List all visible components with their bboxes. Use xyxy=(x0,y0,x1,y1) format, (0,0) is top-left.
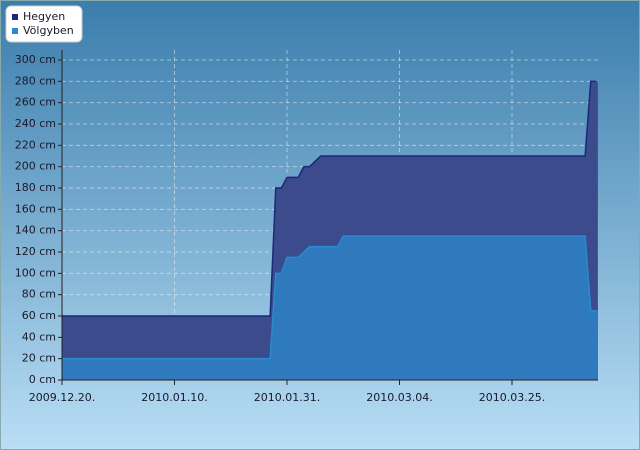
x-tick-label: 2010.01.10. xyxy=(141,391,207,404)
area xyxy=(62,236,598,380)
y-tick-label: 60 cm xyxy=(22,309,56,322)
y-tick-label: 220 cm xyxy=(15,138,56,151)
legend-box xyxy=(5,5,83,43)
y-tick-label: 200 cm xyxy=(15,160,56,173)
y-tick-label: 0 cm xyxy=(29,373,56,386)
y-tick-label: 80 cm xyxy=(22,288,56,301)
x-tick-label: 2010.03.04. xyxy=(366,391,432,404)
area-line xyxy=(62,235,597,360)
legend-label: Hegyen xyxy=(23,10,65,23)
y-tick-label: 240 cm xyxy=(15,117,56,130)
y-tick-label: 40 cm xyxy=(22,330,56,343)
x-tick-label: 2010.01.31. xyxy=(254,391,320,404)
legend-swatch xyxy=(12,14,18,20)
y-tick-label: 280 cm xyxy=(15,74,56,87)
y-tick-label: 20 cm xyxy=(22,352,56,365)
y-tick-label: 140 cm xyxy=(15,224,56,237)
x-tick-label: 2010.03.25. xyxy=(479,391,545,404)
legend-swatch xyxy=(12,28,18,34)
y-tick-label: 100 cm xyxy=(15,266,56,279)
y-tick-label: 260 cm xyxy=(15,96,56,109)
y-tick-label: 300 cm xyxy=(15,53,56,66)
legend-label: Völgyben xyxy=(23,24,74,37)
y-tick-label: 120 cm xyxy=(15,245,56,258)
area-line xyxy=(62,80,597,317)
y-tick-label: 160 cm xyxy=(15,202,56,215)
y-tick-label: 180 cm xyxy=(15,181,56,194)
x-tick-label: 2009.12.20. xyxy=(29,391,95,404)
